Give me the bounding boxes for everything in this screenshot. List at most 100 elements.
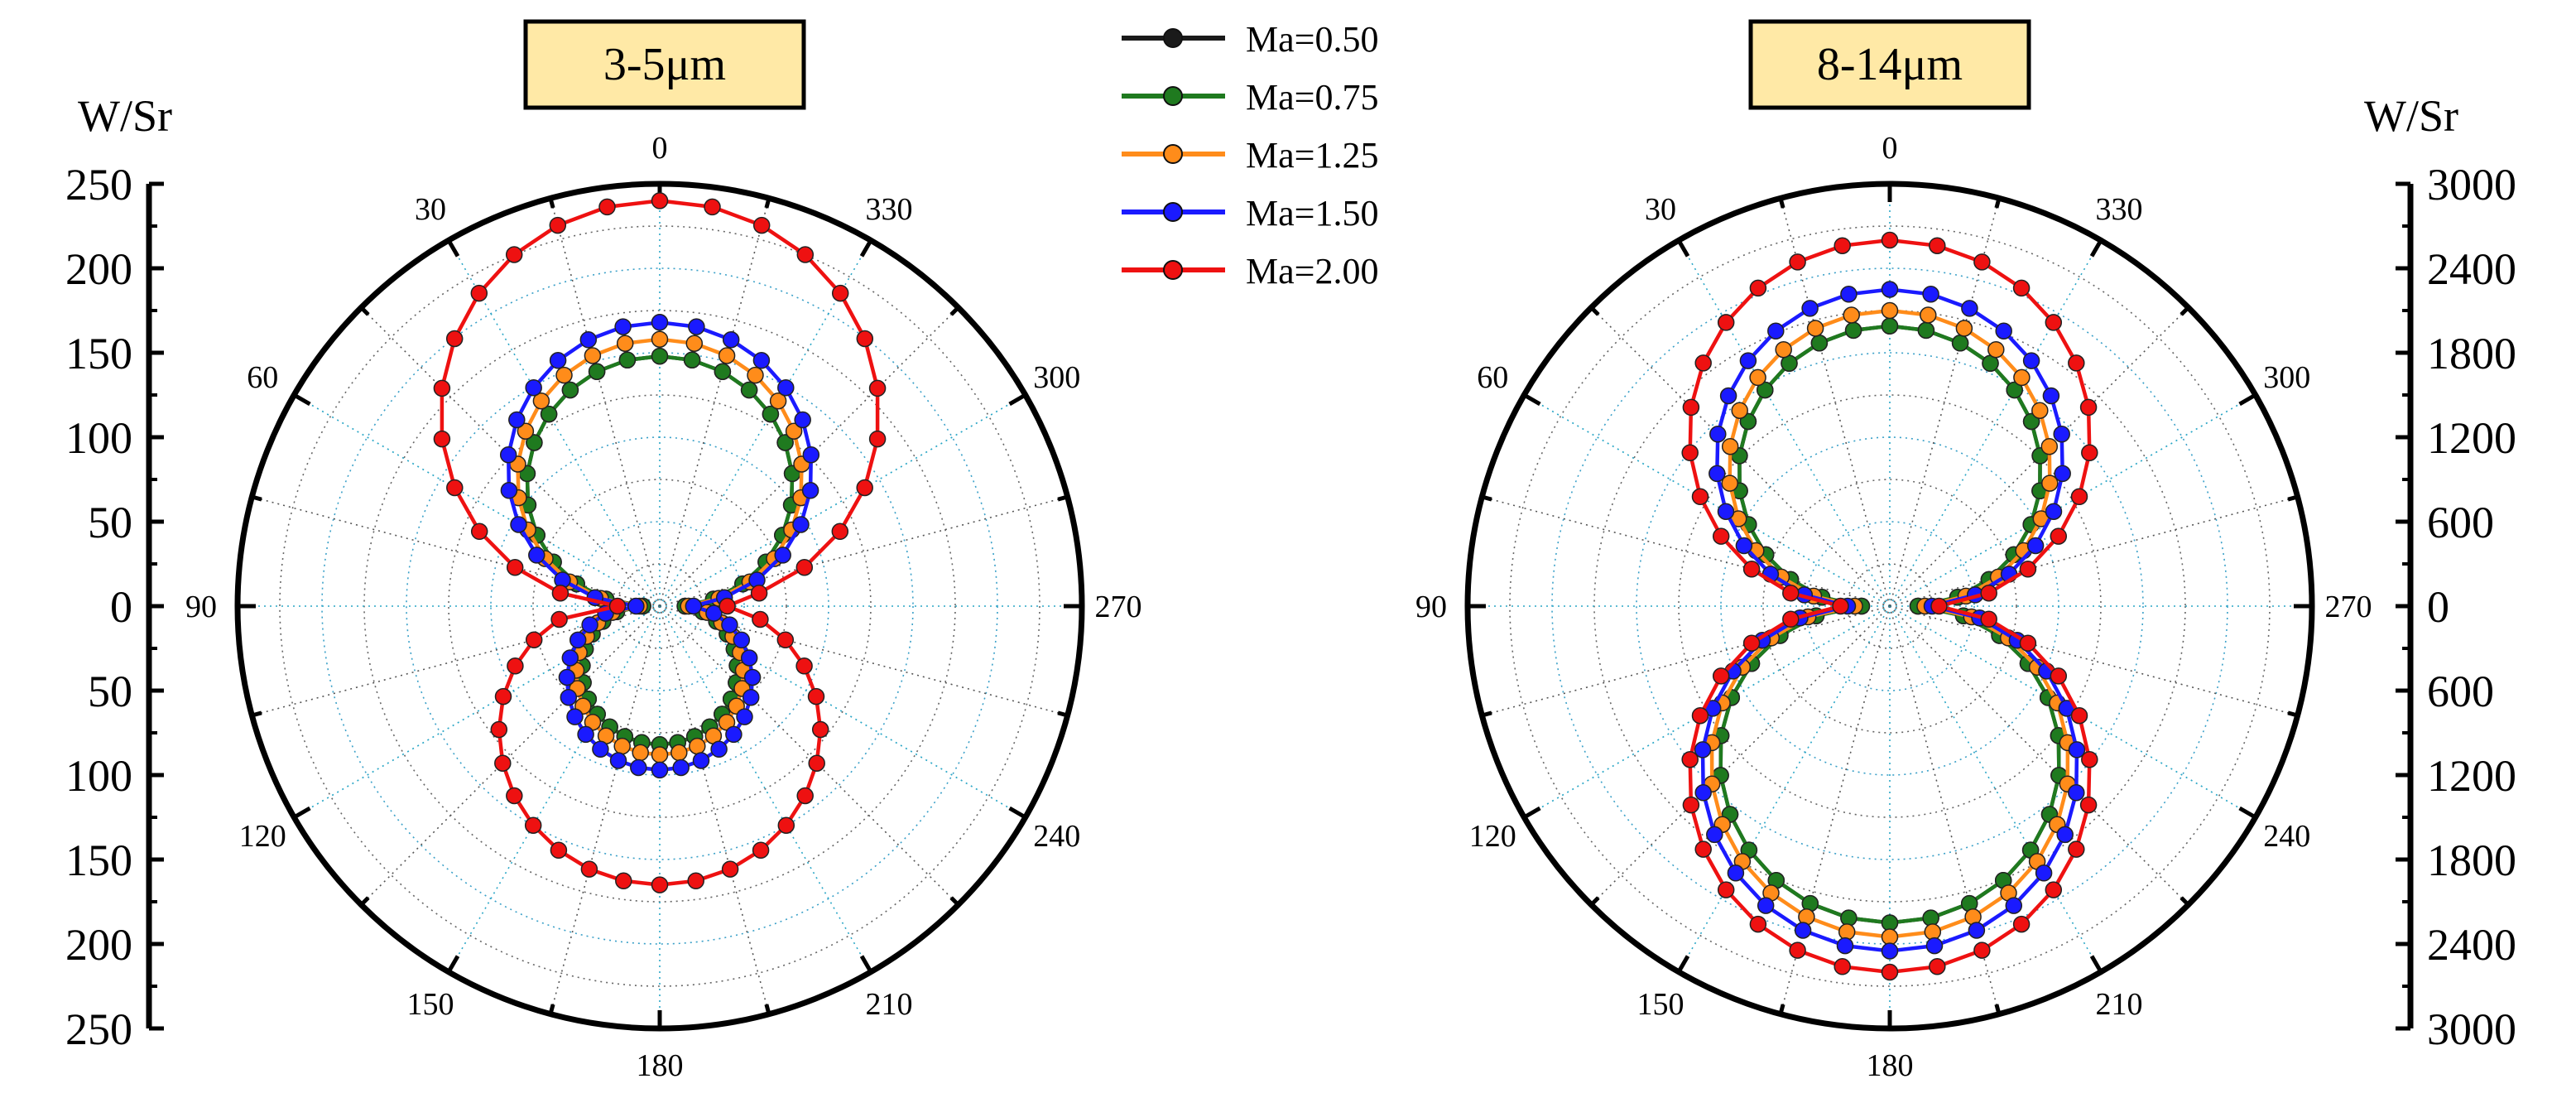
- data-point: [2042, 387, 2060, 405]
- data-point: [1881, 231, 1899, 249]
- data-point: [651, 330, 669, 348]
- angle-label: 30: [415, 192, 446, 227]
- grid-ring: [279, 225, 1040, 987]
- ring-tick: [359, 896, 370, 907]
- chart-3-5um: 3-5μm W/Sr 0 30 60 90 120 150 180 210 240 270 300 3…: [65, 19, 1142, 1083]
- grid-spoke: [1523, 605, 1891, 818]
- axis-tick-label: 100: [65, 413, 132, 463]
- data-point: [1881, 914, 1899, 932]
- series-ma-1-50: [499, 314, 820, 779]
- data-point: [747, 366, 764, 384]
- grid-spoke: [659, 605, 1026, 818]
- chart-title-box: [1748, 19, 2031, 110]
- ring-tick: [2089, 239, 2103, 258]
- data-point: [592, 740, 609, 758]
- data-point: [549, 352, 567, 369]
- data-point: [736, 708, 753, 725]
- data-point: [1694, 840, 1712, 858]
- grid-spoke: [1889, 198, 2000, 607]
- series-layer: [1681, 231, 2098, 981]
- ring-tick: [1994, 1004, 2002, 1015]
- data-point: [1881, 942, 1899, 960]
- legend-label: Ma=1.25: [1246, 135, 1378, 176]
- ring-tick: [1676, 239, 1690, 258]
- angle-label: 270: [2325, 590, 2372, 624]
- data-point: [1782, 584, 1800, 602]
- data-point: [580, 860, 598, 878]
- axis-tick-label: 1200: [2427, 751, 2516, 801]
- ring-tick: [548, 197, 555, 209]
- data-point: [1706, 826, 1723, 844]
- data-point: [1681, 750, 1699, 768]
- grid-spoke: [1889, 605, 2256, 818]
- series-ma-2-00: [1681, 231, 2098, 981]
- data-point: [705, 604, 723, 622]
- grid-spoke: [1889, 605, 2298, 716]
- polar-grid: [234, 181, 1085, 1032]
- data-point: [2081, 444, 2098, 462]
- data-point: [2005, 897, 2023, 914]
- data-point: [2070, 706, 2088, 725]
- data-point: [1980, 610, 1997, 628]
- data-point: [1881, 317, 1899, 335]
- data-point: [2045, 314, 2063, 331]
- data-point: [494, 687, 512, 706]
- ring-tick: [2287, 494, 2299, 502]
- data-point: [1973, 253, 1991, 271]
- data-point: [561, 649, 579, 667]
- data-point: [1749, 368, 1766, 387]
- series-ma-2-00: [433, 192, 887, 893]
- axis-tick-label: 600: [2427, 667, 2494, 716]
- angle-label: 150: [407, 987, 454, 1022]
- data-point: [445, 330, 464, 348]
- legend-label: Ma=0.75: [1246, 77, 1378, 118]
- data-point: [1840, 286, 1858, 303]
- angle-label: 330: [2096, 192, 2143, 227]
- data-point: [581, 616, 598, 633]
- ring-tick: [251, 710, 262, 718]
- data-point: [2050, 527, 2068, 545]
- ring-tick: [1778, 197, 1785, 209]
- data-point: [569, 631, 587, 649]
- legend-item-ma125: Ma=1.25: [1122, 135, 1378, 176]
- data-point: [1838, 923, 1856, 941]
- data-point: [777, 378, 795, 397]
- data-point: [651, 876, 669, 893]
- data-point: [856, 330, 874, 348]
- data-point: [560, 688, 578, 706]
- data-point: [1735, 537, 1753, 555]
- data-point: [721, 616, 738, 633]
- axis-tick-label: 1800: [2427, 329, 2516, 378]
- grid-spoke: [1889, 605, 2102, 973]
- axis-tick-label: 600: [2427, 498, 2494, 547]
- data-point: [1694, 784, 1712, 802]
- data-point: [1844, 321, 1862, 340]
- ring-tick: [1057, 710, 1069, 718]
- data-point: [2050, 667, 2068, 685]
- data-point: [685, 597, 703, 615]
- data-point: [1749, 915, 1767, 933]
- axis-tick-label: 150: [65, 329, 132, 378]
- ring-tick: [1778, 1004, 1785, 1015]
- legend: Ma=0.50 Ma=0.75 Ma=1.25 Ma=1.50 Ma=2.00: [1122, 19, 1378, 291]
- grid-spoke: [659, 394, 1026, 607]
- angle-label: 180: [637, 1048, 684, 1083]
- data-point: [704, 198, 721, 216]
- ring-tick: [446, 239, 460, 258]
- ring-tick: [764, 1004, 771, 1015]
- data-point: [561, 381, 579, 399]
- data-point: [2019, 634, 2037, 652]
- angle-label: 330: [866, 192, 913, 227]
- data-point: [774, 547, 791, 564]
- data-point: [742, 688, 760, 706]
- data-point: [614, 318, 632, 335]
- data-point: [2026, 537, 2045, 555]
- data-point: [1712, 667, 1730, 685]
- data-point: [811, 720, 829, 739]
- data-point: [868, 430, 887, 448]
- grid-ring: [1636, 352, 2144, 860]
- data-point: [2041, 474, 2059, 492]
- legend-item-ma200: Ma=2.00: [1122, 251, 1378, 291]
- data-point: [490, 720, 508, 739]
- data-point: [1881, 963, 1899, 981]
